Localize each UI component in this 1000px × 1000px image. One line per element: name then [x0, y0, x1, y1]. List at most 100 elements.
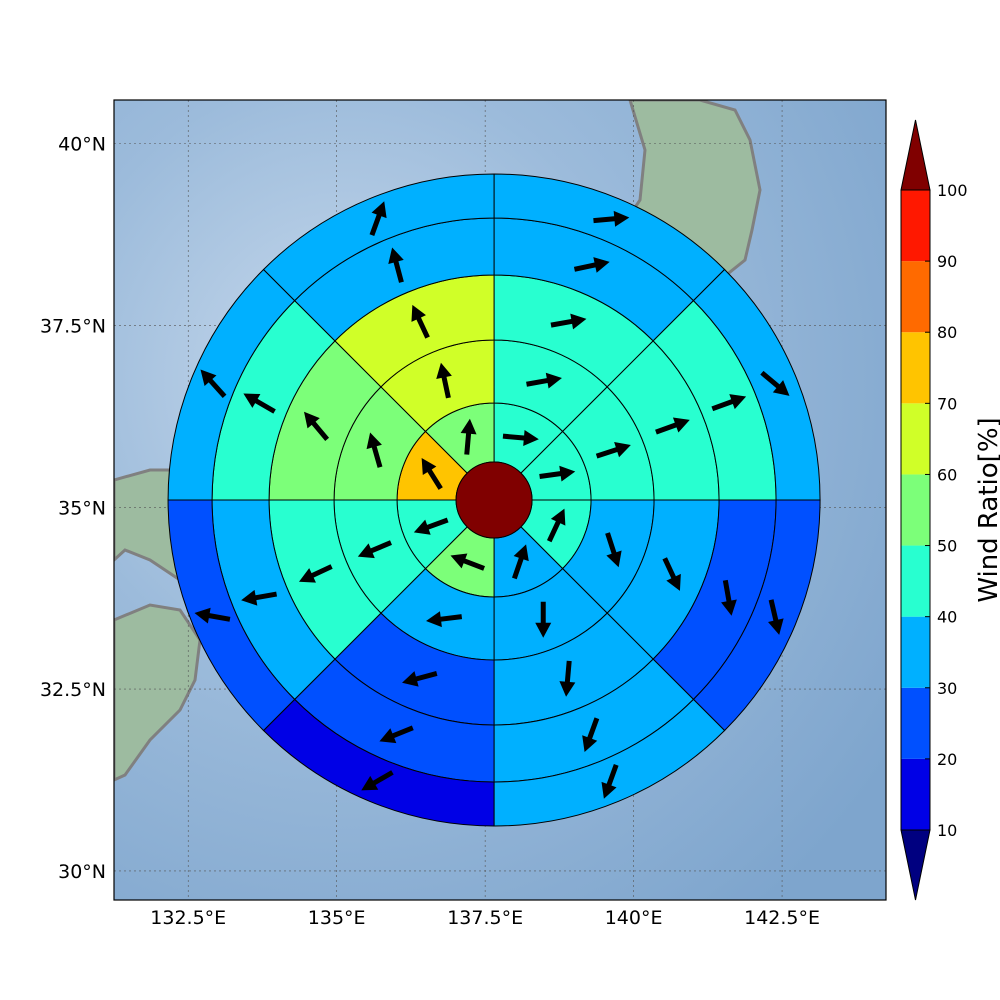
colorbar-extend-min [900, 829, 931, 901]
colorbar-tick-label: 90 [937, 252, 957, 271]
wind-arrow-shape [369, 201, 387, 236]
wind-arrow [436, 362, 452, 399]
colorbar-segment [901, 758, 930, 830]
wind-arrow [298, 564, 333, 583]
colorbar-tick-label: 40 [937, 608, 957, 627]
wind-arrows [194, 201, 790, 799]
wind-arrow [582, 717, 600, 753]
wind-arrow [421, 458, 443, 490]
wind-arrow-shape [546, 508, 566, 543]
wind-arrow-shape [550, 313, 587, 330]
wind-ratio-rings [167, 173, 821, 827]
wind-arrow-shape [200, 369, 227, 398]
wind-arrow [535, 601, 552, 638]
wind-arrow [460, 418, 477, 455]
longitude-label: 135°E [308, 907, 366, 929]
wind-arrow-shape [559, 660, 576, 697]
wind-arrow [502, 430, 539, 446]
wind-arrow [768, 599, 784, 635]
wind-arrow [711, 394, 747, 412]
wind-arrow-shape [721, 579, 737, 616]
colorbar-tick-label: 20 [937, 750, 957, 769]
colorbar-segment [901, 545, 930, 617]
wind-arrow [366, 432, 383, 468]
wind-arrow-shape [711, 394, 747, 412]
wind-arrow-shape [573, 257, 610, 273]
colorbar-tick-label: 100 [937, 181, 968, 200]
wind-arrow [402, 671, 438, 687]
wind-arrow-shape [760, 370, 790, 396]
latitude-label: 35°N [58, 497, 106, 519]
wind-arrow-shape [357, 540, 392, 559]
longitude-label: 132.5°E [150, 907, 226, 929]
longitude-label: 142.5°E [744, 907, 820, 929]
wind-arrow [361, 770, 394, 791]
wind-arrow-shape [601, 764, 619, 799]
wind-arrow-shape [426, 611, 463, 628]
wind-arrow-shape [413, 517, 449, 535]
wind-arrow [241, 589, 278, 606]
wind-arrow [573, 257, 610, 273]
wind-arrow [605, 532, 622, 568]
wind-arrow-shape [595, 441, 631, 459]
wind-arrow [593, 210, 630, 227]
wind-arrow-shape [605, 532, 622, 568]
longitude-labels: 132.5°E 135°E 137.5°E 140°E 142.5°E [150, 907, 820, 929]
wind-arrow [526, 372, 562, 389]
wind-arrow-shape [361, 770, 394, 791]
colorbar-label: Wind Ratio[%] [974, 417, 1000, 602]
wind-arrow-shape [655, 417, 690, 435]
wind-arrow [369, 201, 387, 236]
wind-arrow-shape [402, 671, 438, 687]
land-kyushu [114, 603, 202, 782]
wind-arrow-shape [460, 418, 477, 455]
longitude-label: 137.5°E [447, 907, 523, 929]
wind-arrow-shape [411, 304, 430, 339]
wind-arrow-shape [662, 557, 681, 591]
ring-sector [262, 173, 495, 302]
colorbar: 10 20 30 40 50 60 70 80 90 100 [900, 119, 968, 901]
wind-arrow [194, 607, 231, 624]
colorbar-frame [900, 189, 931, 831]
latitude-label: 37.5°N [40, 315, 106, 337]
wind-arrow [388, 247, 404, 283]
wind-arrow [357, 540, 392, 559]
wind-arrow [413, 517, 449, 535]
wind-arrow-shape [298, 564, 333, 583]
wind-arrow [243, 393, 276, 414]
map-frame [113, 99, 887, 901]
colorbar-segment [901, 687, 930, 759]
colorbar-segment [901, 332, 930, 404]
wind-arrow [655, 417, 690, 435]
colorbar-segment [901, 190, 930, 262]
colorbar-tick-label: 50 [937, 537, 957, 556]
colorbar-segment [901, 474, 930, 546]
wind-arrow-shape [379, 725, 414, 744]
colorbar-tick-label: 30 [937, 679, 957, 698]
colorbar-segment [901, 403, 930, 475]
wind-arrow [200, 369, 227, 398]
colorbar-tick-label: 60 [937, 465, 957, 484]
wind-arrow [546, 508, 566, 543]
colorbar-segment [901, 261, 930, 333]
wind-arrow-shape [243, 393, 276, 414]
latitude-label: 40°N [58, 134, 106, 156]
wind-arrow [379, 725, 414, 744]
wind-arrow-shape [502, 430, 539, 446]
wind-arrow-shape [526, 372, 562, 389]
wind-arrow [450, 553, 485, 571]
wind-arrow [539, 465, 576, 482]
center-disc [455, 461, 533, 539]
wind-arrow-shape [768, 599, 784, 635]
longitude-label: 140°E [605, 907, 663, 929]
wind-arrow-shape [593, 210, 630, 227]
wind-arrow [721, 579, 737, 616]
latitude-label: 30°N [58, 861, 106, 883]
wind-arrow-shape [582, 717, 600, 753]
wind-arrow-shape [450, 553, 485, 571]
wind-arrow-shape [388, 247, 404, 283]
wind-arrow-shape [304, 411, 330, 441]
wind-arrow [411, 304, 430, 339]
colorbar-extend-max [900, 119, 931, 191]
wind-arrow [760, 370, 790, 396]
